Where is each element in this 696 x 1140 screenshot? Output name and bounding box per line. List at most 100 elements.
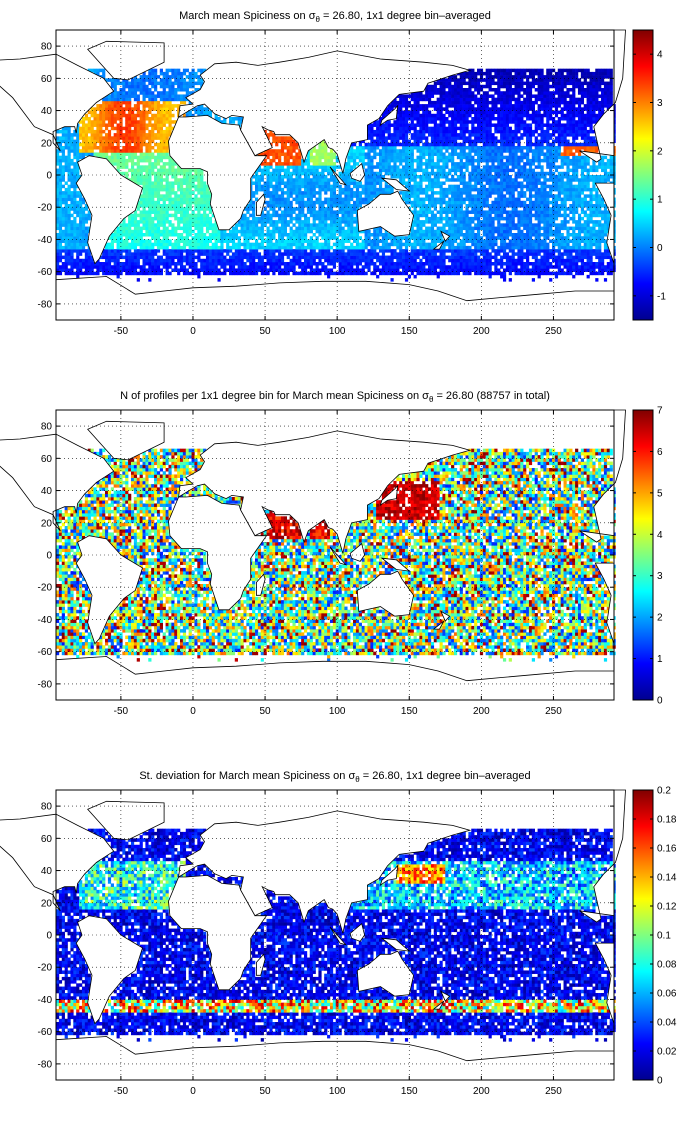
data-cell xyxy=(206,207,209,211)
data-cell xyxy=(134,220,137,224)
data-cell xyxy=(520,191,523,195)
data-cell xyxy=(295,230,298,234)
data-cell xyxy=(391,165,394,169)
data-cell xyxy=(327,246,330,250)
data-cell xyxy=(428,185,431,189)
data-cell xyxy=(252,207,255,211)
data-cell xyxy=(457,220,460,224)
data-cell xyxy=(137,214,140,218)
data-cell xyxy=(353,246,356,250)
data-cell xyxy=(70,194,73,198)
data-cell xyxy=(189,172,192,176)
data-cell xyxy=(258,169,261,173)
data-cell xyxy=(197,181,200,185)
data-cell xyxy=(111,252,114,256)
data-cell xyxy=(416,191,419,195)
data-cell xyxy=(321,256,324,260)
data-cell xyxy=(180,198,183,202)
data-cell xyxy=(592,178,595,182)
data-cell xyxy=(457,207,460,211)
data-cell xyxy=(509,272,512,276)
data-cell xyxy=(543,223,546,227)
data-cell xyxy=(566,243,569,247)
data-cell xyxy=(301,210,304,214)
data-cell xyxy=(117,259,120,263)
data-cell xyxy=(385,239,388,243)
data-cell xyxy=(226,259,229,263)
data-cell xyxy=(526,198,529,202)
data-cell xyxy=(269,233,272,237)
data-cell xyxy=(584,220,587,224)
data-cell xyxy=(448,217,451,221)
data-cell xyxy=(298,201,301,205)
data-cell xyxy=(393,169,396,173)
data-cell xyxy=(517,214,520,218)
data-cell xyxy=(220,233,223,237)
data-cell xyxy=(333,243,336,247)
data-cell xyxy=(313,220,316,224)
data-cell xyxy=(177,217,180,221)
data-cell xyxy=(192,220,195,224)
data-cell xyxy=(217,256,220,260)
data-cell xyxy=(347,207,350,211)
data-cell xyxy=(339,220,342,224)
data-cell xyxy=(177,185,180,189)
data-cell xyxy=(301,220,304,224)
data-cell xyxy=(589,249,592,253)
data-cell xyxy=(457,194,460,198)
data-cell xyxy=(284,230,287,234)
data-cell xyxy=(220,249,223,253)
data-cell xyxy=(564,272,567,276)
data-cell xyxy=(350,217,353,221)
data-cell xyxy=(79,227,82,231)
data-cell xyxy=(419,201,422,205)
data-cell xyxy=(529,185,532,189)
data-cell xyxy=(174,246,177,250)
data-cell xyxy=(425,268,428,272)
data-cell xyxy=(235,243,238,247)
data-cell xyxy=(497,220,500,224)
data-cell xyxy=(76,210,79,214)
data-cell xyxy=(370,162,373,166)
data-cell xyxy=(65,272,68,276)
data-cell xyxy=(73,201,76,205)
data-cell xyxy=(76,230,79,234)
data-cell xyxy=(151,265,154,269)
data-cell xyxy=(278,220,281,224)
data-cell xyxy=(523,272,526,276)
data-cell xyxy=(200,262,203,266)
data-cell xyxy=(186,249,189,253)
data-cell xyxy=(249,243,252,247)
data-cell xyxy=(76,233,79,237)
data-cell xyxy=(532,207,535,211)
data-cell xyxy=(569,198,572,202)
data-cell xyxy=(252,227,255,231)
data-cell xyxy=(515,181,518,185)
data-cell xyxy=(523,220,526,224)
data-cell xyxy=(367,243,370,247)
data-cell xyxy=(411,233,414,237)
data-cell xyxy=(183,249,186,253)
data-cell xyxy=(166,191,169,195)
data-cell xyxy=(68,223,71,227)
data-cell xyxy=(310,252,313,256)
data-cell xyxy=(341,239,344,243)
data-cell xyxy=(168,265,171,269)
data-cell xyxy=(217,239,220,243)
data-cell xyxy=(512,165,515,169)
data-cell xyxy=(131,169,134,173)
data-cell xyxy=(229,256,232,260)
data-cell xyxy=(134,272,137,276)
data-cell xyxy=(336,243,339,247)
data-cell xyxy=(252,181,255,185)
data-cell xyxy=(267,210,270,214)
data-cell xyxy=(486,259,489,263)
data-cell xyxy=(73,191,76,195)
data-cell xyxy=(431,181,434,185)
data-cell xyxy=(491,217,494,221)
data-cell xyxy=(457,272,460,276)
data-cell xyxy=(558,207,561,211)
data-cell xyxy=(180,194,183,198)
data-cell xyxy=(166,249,169,253)
data-cell xyxy=(186,191,189,195)
